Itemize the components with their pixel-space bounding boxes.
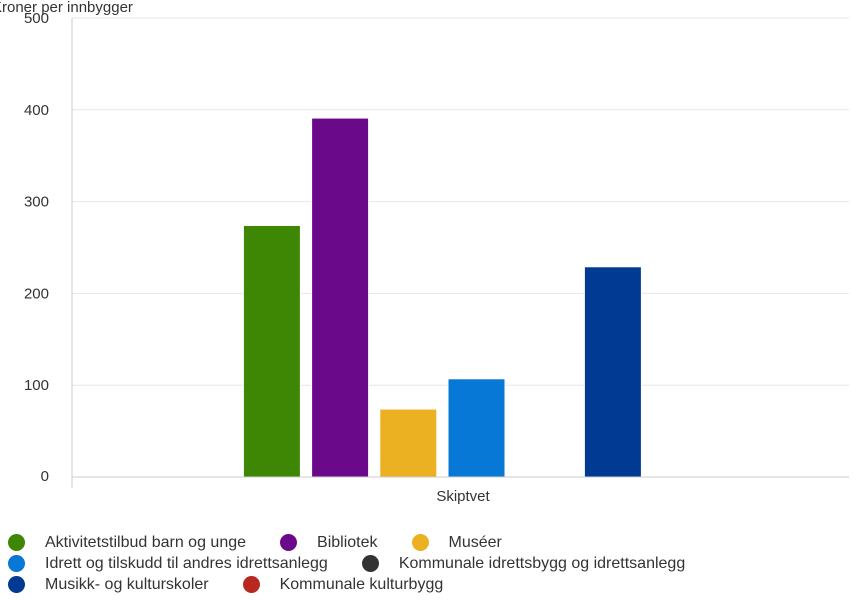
y-tick-label: 100 (24, 377, 49, 394)
legend-item[interactable]: Kommunale idrettsbygg og idrettsanlegg (361, 554, 686, 573)
bars (242, 117, 642, 478)
legend-marker-icon (8, 576, 25, 593)
legend-label: Musikk- og kulturskoler (45, 575, 209, 593)
y-tick-label: 300 (24, 194, 49, 211)
legend: Aktivitetstilbud barn og unge Bibliotek Mu… (8, 532, 848, 595)
legend-item[interactable]: Bibliotek (280, 533, 378, 552)
gridlines (72, 17, 849, 386)
bar[interactable] (311, 117, 370, 478)
bar[interactable] (447, 378, 506, 478)
x-tick-label: Skiptvet (436, 488, 490, 505)
bar[interactable] (379, 408, 438, 478)
legend-marker-icon (8, 534, 25, 551)
legend-marker-icon (411, 534, 429, 551)
legend-marker-icon (361, 555, 379, 572)
bar[interactable] (242, 224, 301, 478)
y-axis-ticks: 0 100 200 300 400 500 (24, 10, 49, 485)
legend-label: Idrett og tilskudd til andres idrettsanl… (45, 554, 328, 572)
legend-label: Kommunale kulturbygg (279, 575, 444, 593)
legend-item[interactable]: Idrett og tilskudd til andres idrettsanl… (8, 555, 328, 573)
legend-marker-icon (8, 555, 25, 572)
legend-marker-icon (242, 576, 260, 593)
legend-label: Bibliotek (317, 533, 378, 551)
y-tick-label: 400 (24, 102, 49, 119)
legend-label: Muséer (448, 533, 502, 551)
legend-item[interactable]: Muséer (411, 533, 502, 552)
legend-row: Musikk- og kulturskoler Kommunale kulturb… (8, 574, 848, 595)
bar-chart: 0 100 200 300 400 500 Kroner per innbygger Sk… (0, 0, 849, 505)
y-axis-title: Kroner per innbygger (0, 0, 133, 16)
y-tick-label: 200 (24, 285, 49, 302)
legend-row: Idrett og tilskudd til andres idrettsanl… (8, 553, 848, 574)
legend-item[interactable]: Aktivitetstilbud barn og unge (8, 534, 246, 552)
legend-row: Aktivitetstilbud barn og unge Bibliotek Mu… (8, 532, 848, 553)
legend-marker-icon (280, 534, 298, 551)
legend-label: Aktivitetstilbud barn og unge (45, 533, 247, 551)
y-tick-label: 0 (41, 468, 49, 485)
legend-label: Kommunale idrettsbygg og idrettsanlegg (398, 554, 686, 572)
y-tick-label: 500 (24, 10, 49, 27)
legend-item[interactable]: Musikk- og kulturskoler (8, 576, 209, 594)
bar[interactable] (583, 266, 642, 478)
legend-item[interactable]: Kommunale kulturbygg (242, 575, 444, 594)
